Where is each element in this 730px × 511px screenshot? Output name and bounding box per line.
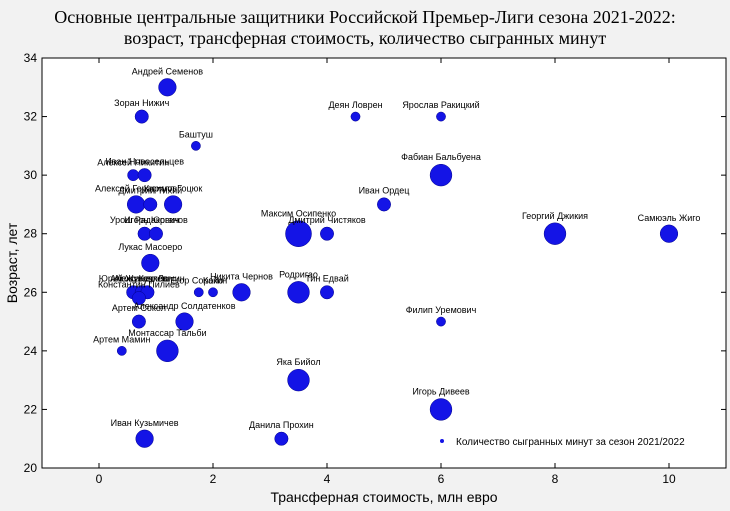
data-point-36 — [274, 431, 289, 446]
data-label-8: Кирилл Гоцюк — [144, 184, 202, 194]
data-label-22: Константин Пилиев — [98, 279, 180, 289]
x-tick-label-0: 0 — [96, 472, 103, 486]
data-label-34: Игорь Дивеев — [412, 387, 470, 397]
data-label-1: Зоран Нижич — [114, 98, 169, 108]
y-tick-label-5: 30 — [24, 168, 38, 182]
legend-label: Количество сыгранных минут за сезон 2021… — [456, 437, 685, 448]
data-point-14 — [285, 220, 312, 247]
data-label-35: Иван Кузьмичев — [111, 418, 179, 428]
x-tick-label-3: 6 — [438, 472, 445, 486]
data-point-0 — [158, 78, 177, 97]
y-axis-label: Возраст, лет — [4, 222, 20, 303]
y-tick-label-0: 20 — [24, 461, 38, 475]
data-point-33 — [287, 368, 310, 392]
data-label-19: Юрий Журавлев — [99, 274, 168, 284]
data-point-8 — [164, 195, 183, 214]
data-point-32 — [116, 346, 127, 356]
chart-title-line2: возраст, трансферная стоимость, количест… — [124, 28, 607, 48]
data-point-17 — [659, 224, 679, 243]
x-tick-label-1: 2 — [210, 472, 217, 486]
data-point-9 — [127, 195, 146, 214]
x-tick-label-5: 10 — [662, 472, 676, 486]
data-label-16: Георгий Джикия — [522, 211, 588, 221]
data-label-12: Урош Радакович — [110, 215, 180, 225]
data-label-18: Лукас Масоеро — [118, 242, 182, 252]
chart-title-line1: Основные центральные защитники Российско… — [54, 7, 676, 27]
data-label-14: Максим Осипенко — [261, 209, 336, 219]
data-label-15: Дмитрий Чистяков — [288, 215, 366, 225]
data-point-22 — [131, 291, 146, 306]
data-label-25: Никита Чернов — [210, 271, 273, 281]
data-label-26: Родригао — [279, 269, 318, 279]
data-label-0: Андрей Семенов — [132, 66, 203, 76]
data-point-4 — [191, 141, 201, 151]
y-tick-label-4: 28 — [24, 227, 38, 241]
y-tick-label-7: 34 — [24, 51, 38, 65]
y-tick-label-1: 22 — [24, 402, 38, 416]
data-label-23: Егор Сорокин — [170, 276, 227, 286]
data-point-6 — [137, 168, 152, 183]
data-point-34 — [429, 398, 453, 421]
data-label-5: Алексей Никитин — [97, 157, 169, 167]
data-label-28: Артем Сокол — [112, 303, 166, 313]
data-label-9: Алексей Герасимов — [95, 184, 177, 194]
data-label-4: Баштуш — [179, 129, 213, 139]
data-labels: Андрей Семенов Зоран Нижич Деян Ловрен Ярос… — [93, 66, 700, 430]
x-tick-label-4: 8 — [552, 472, 559, 486]
data-point-18 — [141, 253, 160, 273]
data-point-2 — [350, 111, 361, 122]
legend-marker — [440, 439, 444, 443]
data-point-27 — [320, 285, 334, 300]
data-point-1 — [134, 109, 149, 124]
data-point-16 — [543, 222, 567, 245]
data-label-21: Александр Ломин — [110, 274, 185, 284]
data-label-10: Дмитрий Тихий — [118, 186, 182, 196]
x-tick-label-2: 4 — [324, 472, 331, 486]
data-label-7: Фабиан Бальбуена — [401, 152, 481, 162]
data-label-6: Иван Новосельцев — [105, 156, 184, 166]
data-point-25 — [232, 283, 251, 302]
data-point-11 — [377, 197, 391, 212]
data-label-32: Артем Мамин — [93, 334, 150, 344]
data-label-33: Яка Бийол — [276, 357, 320, 367]
data-point-5 — [127, 169, 140, 182]
y-tick-label-6: 32 — [24, 110, 38, 124]
data-label-36: Данила Прохин — [249, 420, 314, 430]
data-label-3: Ярослав Ракицкий — [402, 100, 479, 110]
data-label-31: Монтассар Тальби — [128, 328, 206, 338]
data-point-35 — [135, 429, 154, 448]
data-point-30 — [436, 316, 446, 327]
data-point-24 — [208, 287, 218, 298]
data-label-13: Игорь Юрганов — [124, 215, 188, 225]
y-tick-label-3: 26 — [24, 285, 38, 299]
data-point-15 — [320, 226, 334, 241]
data-point-26 — [287, 281, 310, 304]
data-point-31 — [156, 339, 179, 363]
data-points — [116, 78, 679, 448]
data-point-23 — [193, 287, 204, 298]
data-point-3 — [436, 111, 446, 122]
data-label-17: Самюэль Жиго — [638, 213, 701, 223]
data-label-30: Филип Уремович — [406, 305, 477, 315]
data-point-29 — [175, 312, 194, 331]
data-point-28 — [131, 314, 146, 329]
data-label-27: Тин Едвай — [305, 274, 349, 284]
data-label-29: Александр Солдатенков — [134, 301, 236, 311]
data-point-10 — [143, 197, 158, 212]
data-label-24: Кайо — [203, 276, 223, 286]
data-label-20: Акош Кечкеш — [114, 274, 170, 284]
data-point-7 — [429, 163, 453, 187]
y-tick-label-2: 24 — [24, 344, 38, 358]
data-point-13 — [149, 226, 163, 241]
data-label-11: Иван Ордец — [359, 186, 410, 196]
data-label-2: Деян Ловрен — [328, 100, 382, 110]
x-axis-label: Трансферная стоимость, млн евро — [270, 489, 497, 505]
